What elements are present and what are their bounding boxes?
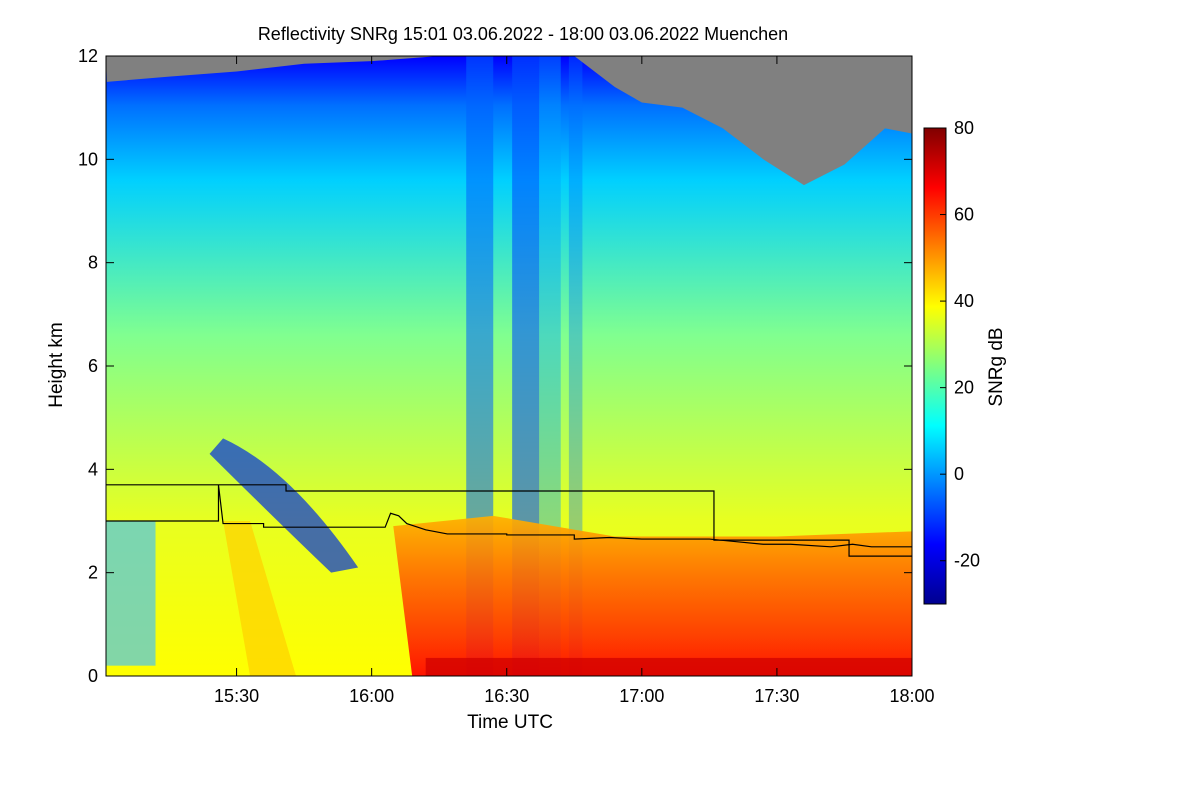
y-axis-label: Height km: [46, 322, 67, 408]
y-tick-label: 12: [78, 46, 98, 66]
colorbar-tick-label: 20: [954, 378, 974, 398]
overlay-line-1: [106, 484, 912, 557]
x-tick-label: 16:00: [349, 686, 394, 706]
no-data-region: [106, 56, 912, 186]
precipitation-region: [393, 515, 912, 676]
colorbar-label: SNRg dB: [986, 327, 1007, 406]
low-snr-column: [539, 56, 561, 676]
y-tick-label: 6: [88, 356, 98, 376]
y-tick-label: 10: [78, 149, 98, 169]
y-tick-label: 8: [88, 253, 98, 273]
chart-title: Reflectivity SNRg 15:01 03.06.2022 - 18:…: [258, 24, 788, 44]
fall-streak: [223, 521, 297, 676]
colorbar-tick-label: 60: [954, 205, 974, 225]
colorbar-tick-label: 0: [954, 464, 964, 484]
x-axis-label: Time UTC: [467, 712, 553, 733]
x-tick-label: 15:30: [214, 686, 259, 706]
colorbar-tick-label: -20: [954, 551, 980, 571]
colorbar-ticks: -20 0 20 40 60 80: [940, 118, 980, 571]
surface-rain-band: [425, 657, 912, 676]
colorbar-scale: [923, 127, 947, 605]
low-snr-streak: [209, 438, 359, 573]
plot-area: [106, 56, 912, 676]
y-tick-label: 2: [88, 563, 98, 583]
colorbar-tick-label: 40: [954, 291, 974, 311]
heatmap-features: [106, 56, 912, 676]
overlay-lines: [106, 484, 912, 557]
low-level-echo: [106, 521, 156, 666]
x-tick-label: 17:30: [754, 686, 799, 706]
x-tick-label: 16:30: [484, 686, 529, 706]
y-tick-label: 4: [88, 459, 98, 479]
x-axis: 15:30 16:00 16:30 17:00 17:30 18:00: [214, 56, 935, 706]
x-tick-label: 18:00: [889, 686, 934, 706]
colorbar-tick-label: 80: [954, 118, 974, 138]
y-axis: 0 2 4 6 8 10 12: [78, 46, 912, 686]
low-snr-column: [568, 56, 583, 676]
y-tick-label: 0: [88, 666, 98, 686]
colorbar: -20 0 20 40 60 80 SNRg dB: [923, 118, 1007, 605]
overlay-line-2: [106, 484, 912, 548]
x-tick-label: 17:00: [619, 686, 664, 706]
